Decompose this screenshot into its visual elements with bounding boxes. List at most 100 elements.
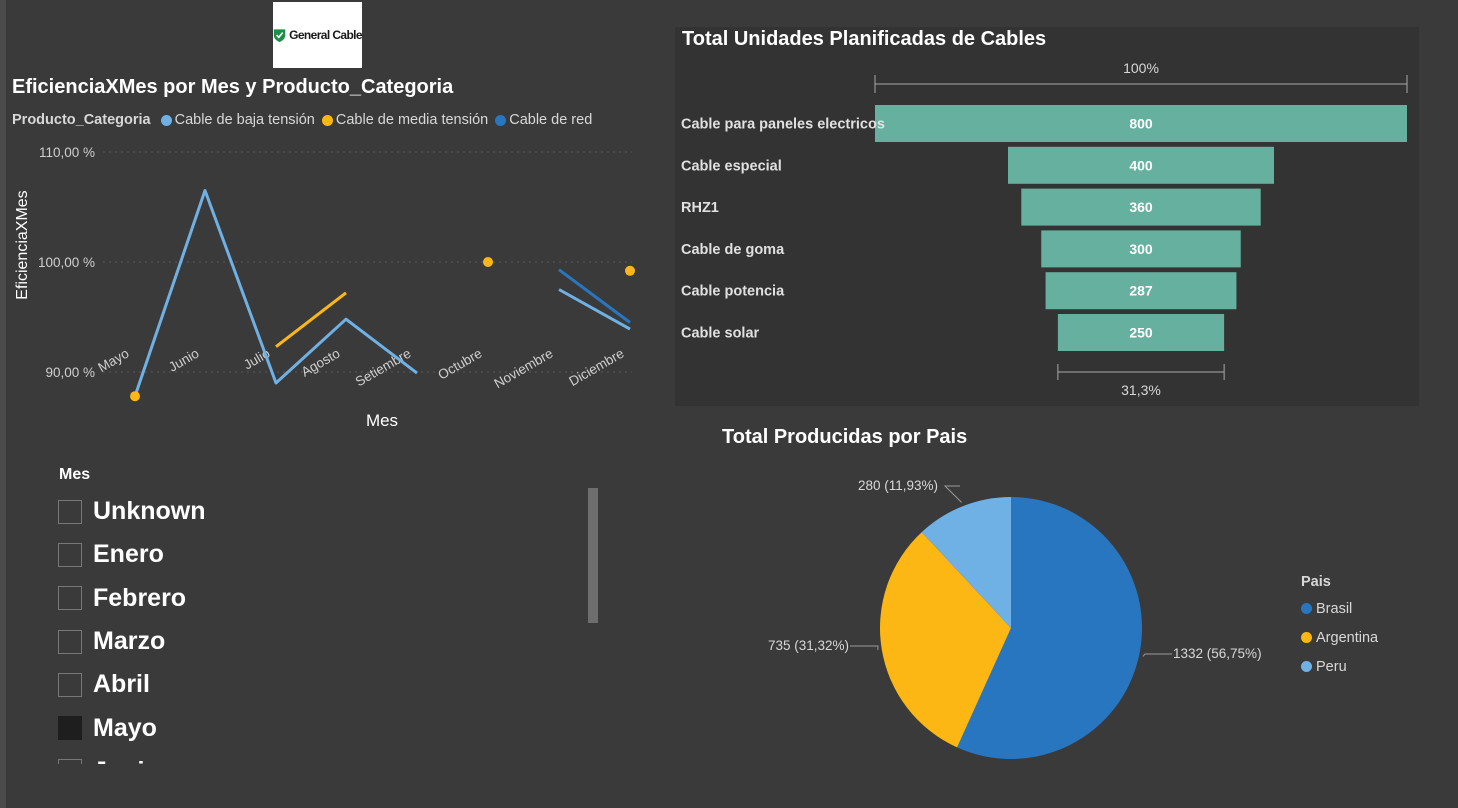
- x-tick-label: Octubre: [435, 346, 484, 383]
- slicer-list: Unknown Enero Febrero Marzo Abril Mayo Junio: [58, 490, 618, 764]
- pie-data-label: 1332 (56,75%): [1173, 646, 1262, 661]
- checkbox[interactable]: [58, 499, 82, 524]
- series-line: [133, 189, 418, 397]
- legend-dot: [1301, 661, 1312, 672]
- slicer-item-label: Unknown: [93, 497, 206, 526]
- pie-title: Total Producidas por Pais: [722, 426, 968, 448]
- y-tick-label: 100,00 %: [38, 255, 95, 270]
- legend-dot: [495, 114, 507, 126]
- funnel-bar[interactable]: [1057, 314, 1225, 351]
- series-cable-de-media-tensión[interactable]: [130, 257, 635, 402]
- funnel-value-label: 800: [1129, 116, 1153, 132]
- slicer-title: Mes: [59, 466, 91, 483]
- data-point[interactable]: [483, 257, 493, 267]
- leader-line: [850, 645, 879, 650]
- x-tick-label: Setiembre: [353, 346, 414, 390]
- checkbox[interactable]: [58, 716, 82, 741]
- leader-line: [943, 485, 962, 503]
- pie-legend-argentina[interactable]: Argentina: [1301, 623, 1378, 652]
- slicer-item-marzo[interactable]: Marzo: [58, 620, 618, 663]
- funnel-bar[interactable]: [1045, 272, 1237, 310]
- shield-logo-icon: [273, 28, 286, 42]
- pie-legend-brasil[interactable]: Brasil: [1301, 594, 1378, 623]
- funnel-category-label: Cable de goma: [681, 242, 785, 258]
- line-chart-legend: Producto_Categoria Cable de baja tensión…: [12, 112, 599, 128]
- funnel-bar[interactable]: [1021, 188, 1261, 226]
- legend-dot: [160, 114, 172, 126]
- slicer-item-label: Marzo: [93, 627, 166, 656]
- funnel-top-label: 100%: [1123, 60, 1159, 76]
- line-chart-title: EficienciaXMes por Mes y Producto_Catego…: [12, 76, 454, 98]
- funnel-bar[interactable]: [1041, 230, 1241, 268]
- funnel-category-label: RHZ1: [681, 200, 719, 216]
- pie-chart[interactable]: 1332 (56,75%) 735 (31,32%) 280 (11,93%): [740, 470, 1300, 770]
- funnel-title: Total Unidades Planificadas de Cables: [682, 28, 1047, 50]
- funnel-chart[interactable]: 800 Cable para paneles electricos 400 Cable…: [675, 27, 1419, 406]
- leader-line: [1142, 653, 1172, 657]
- legend-label: Cable de media tensión: [335, 112, 489, 128]
- series-line: [558, 268, 631, 324]
- x-tick-label: Agosto: [299, 346, 343, 380]
- data-point[interactable]: [625, 265, 635, 276]
- slicer-scrollbar[interactable]: [588, 488, 598, 623]
- legend-entry-media[interactable]: Cable de media tensión: [321, 112, 489, 128]
- legend-label: Brasil: [1316, 600, 1353, 617]
- pie-legend-title: Pais: [1301, 574, 1331, 590]
- slicer-item-mayo[interactable]: Mayo: [58, 706, 618, 749]
- x-tick-label: Mayo: [95, 346, 131, 375]
- line-chart[interactable]: 90,00 %100,00 %110,00 % Mayo Junio Julio Ag…: [0, 130, 640, 440]
- legend-label: Peru: [1316, 658, 1347, 675]
- x-axis-label: Mes: [366, 411, 398, 430]
- series-cable-de-baja-tensión[interactable]: [133, 189, 631, 397]
- left-edge-bar: [0, 0, 6, 808]
- slicer-item-abril[interactable]: Abril: [58, 663, 618, 706]
- slicer-item-label: Abril: [93, 670, 150, 699]
- funnel-category-label: Cable para paneles electricos: [681, 117, 885, 133]
- slicer-item-label: Febrero: [93, 583, 187, 612]
- pie-slice-argentina[interactable]: [880, 532, 1011, 748]
- data-point[interactable]: [130, 391, 140, 402]
- x-tick-label: Noviembre: [491, 346, 555, 392]
- legend-entry-baja[interactable]: Cable de baja tensión: [160, 112, 315, 128]
- slicer-item-label: Enero: [93, 540, 164, 569]
- legend-label: Cable de baja tensión: [174, 112, 315, 128]
- funnel-value-label: 400: [1129, 157, 1153, 173]
- checkbox[interactable]: [58, 542, 82, 567]
- checkbox[interactable]: [58, 759, 82, 764]
- month-slicer: Mes Unknown Enero Febrero Marzo Abril Mayo Jun…: [58, 466, 618, 764]
- y-tick-label: 90,00 %: [45, 365, 95, 380]
- legend-entry-red[interactable]: Cable de red: [495, 112, 592, 128]
- slicer-item-enero[interactable]: Enero: [58, 533, 618, 576]
- funnel-bar[interactable]: [1008, 146, 1274, 184]
- slicer-item-junio[interactable]: Junio: [58, 750, 618, 764]
- x-tick-label: Junio: [166, 346, 201, 375]
- series-cable-de-red[interactable]: [558, 268, 631, 324]
- funnel-category-label: Cable especial: [681, 158, 782, 174]
- funnel-value-label: 360: [1129, 199, 1153, 215]
- funnel-value-label: 300: [1129, 241, 1153, 257]
- funnel-bottom-label: 31,3%: [1121, 382, 1161, 398]
- funnel-category-label: Cable solar: [681, 326, 760, 342]
- checkbox[interactable]: [58, 586, 82, 611]
- slicer-item-febrero[interactable]: Febrero: [58, 577, 618, 620]
- y-tick-label: 110,00 %: [39, 145, 95, 160]
- legend-label: Argentina: [1316, 629, 1379, 646]
- legend-dot: [1301, 632, 1312, 643]
- pie-legend: Pais Brasil Argentina Peru: [1301, 574, 1378, 681]
- y-axis-label: EficienciaXMes: [14, 190, 31, 299]
- line-legend-title: Producto_Categoria: [12, 112, 151, 128]
- pie-slice-brasil[interactable]: [957, 497, 1142, 759]
- funnel-bar[interactable]: [875, 105, 1407, 142]
- funnel-value-label: 287: [1129, 283, 1153, 299]
- checkbox[interactable]: [58, 629, 82, 654]
- legend-dot: [321, 114, 333, 126]
- general-cable-logo: General Cable: [273, 2, 363, 68]
- slicer-item-label: Mayo: [93, 713, 157, 742]
- funnel-category-label: Cable potencia: [681, 284, 785, 300]
- slicer-item-label: Junio: [93, 757, 160, 764]
- pie-slice-peru[interactable]: [921, 497, 1011, 628]
- logo-text: General Cable: [289, 28, 363, 42]
- checkbox[interactable]: [58, 672, 82, 697]
- pie-legend-peru[interactable]: Peru: [1301, 652, 1378, 681]
- slicer-item-unknown[interactable]: Unknown: [58, 490, 618, 533]
